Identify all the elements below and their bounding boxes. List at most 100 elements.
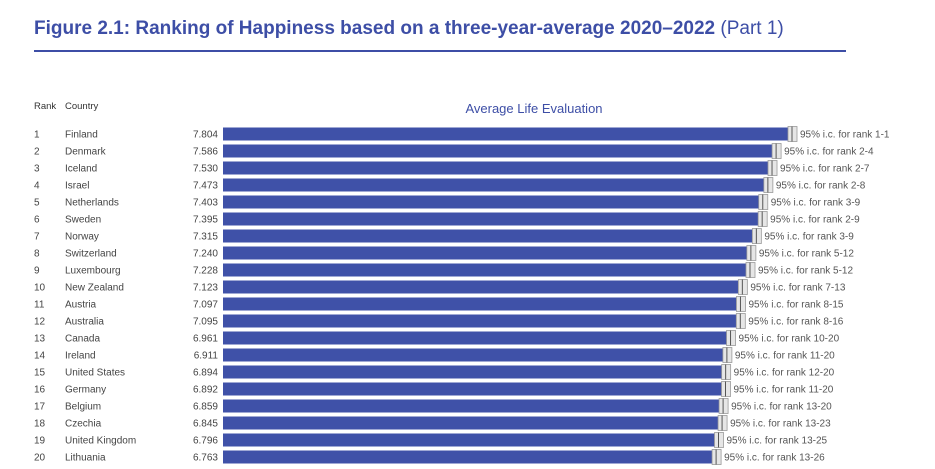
country-label: United Kingdom	[65, 436, 136, 447]
ci-label: 95% i.c. for rank 2-4	[784, 147, 874, 158]
rank-label: 4	[34, 181, 40, 192]
ci-label: 95% i.c. for rank 5-12	[759, 249, 854, 260]
value-label: 7.403	[193, 198, 218, 209]
country-label: New Zealand	[65, 283, 124, 294]
value-label: 7.095	[193, 317, 218, 328]
bar	[223, 399, 724, 413]
country-label: Germany	[65, 385, 106, 396]
value-label: 7.804	[193, 130, 218, 141]
bar	[223, 382, 726, 396]
ci-label: 95% i.c. for rank 2-8	[776, 181, 866, 192]
rank-label: 2	[34, 147, 40, 158]
bar	[223, 178, 768, 192]
ci-label: 95% i.c. for rank 12-20	[734, 368, 835, 379]
bar	[223, 263, 751, 277]
bar	[223, 416, 723, 430]
ci-label: 95% i.c. for rank 2-7	[780, 164, 870, 175]
value-label: 7.530	[193, 164, 218, 175]
ci-label: 95% i.c. for rank 13-26	[724, 453, 825, 464]
bar	[223, 212, 763, 226]
value-label: 7.240	[193, 249, 218, 260]
rank-label: 18	[34, 419, 46, 430]
rank-label: 9	[34, 266, 40, 277]
bar	[223, 433, 719, 447]
value-label: 7.473	[193, 181, 218, 192]
ci-label: 95% i.c. for rank 5-12	[758, 266, 853, 277]
rank-label: 20	[34, 453, 46, 464]
ci-label: 95% i.c. for rank 10-20	[739, 334, 840, 345]
bar	[223, 297, 741, 311]
country-label: Norway	[65, 232, 99, 243]
value-label: 6.845	[193, 419, 218, 430]
bar	[223, 144, 777, 158]
country-label: Luxembourg	[65, 266, 121, 277]
rank-label: 16	[34, 385, 46, 396]
country-label: Netherlands	[65, 198, 119, 209]
rank-label: 1	[34, 130, 40, 141]
ci-label: 95% i.c. for rank 11-20	[734, 385, 834, 396]
country-label: Ireland	[65, 351, 96, 362]
value-label: 6.892	[193, 385, 218, 396]
ci-label: 95% i.c. for rank 7-13	[750, 283, 845, 294]
country-label: Czechia	[65, 419, 102, 430]
ci-label: 95% i.c. for rank 13-20	[731, 402, 832, 413]
rank-label: 6	[34, 215, 40, 226]
rank-label: 15	[34, 368, 46, 379]
bar	[223, 331, 731, 345]
value-label: 7.315	[193, 232, 218, 243]
ci-label: 95% i.c. for rank 3-9	[764, 232, 854, 243]
ci-label: 95% i.c. for rank 13-23	[730, 419, 831, 430]
country-label: Iceland	[65, 164, 97, 175]
country-label: Sweden	[65, 215, 101, 226]
value-label: 7.228	[193, 266, 218, 277]
rank-label: 7	[34, 232, 40, 243]
ci-label: 95% i.c. for rank 2-9	[770, 215, 860, 226]
rank-label: 3	[34, 164, 40, 175]
rank-label: 14	[34, 351, 46, 362]
rank-label: 10	[34, 283, 46, 294]
bar	[223, 127, 792, 141]
bar	[223, 161, 773, 175]
rank-label: 11	[34, 300, 45, 311]
title-divider	[34, 50, 846, 52]
value-label: 6.961	[193, 334, 218, 345]
country-label: Israel	[65, 181, 89, 192]
chart-title: Average Life Evaluation	[465, 101, 603, 116]
ci-label: 95% i.c. for rank 1-1	[800, 130, 890, 141]
ci-label: 95% i.c. for rank 3-9	[771, 198, 861, 209]
ci-label: 95% i.c. for rank 11-20	[735, 351, 835, 362]
country-label: Switzerland	[65, 249, 117, 260]
bar	[223, 348, 727, 362]
country-label: Canada	[65, 334, 100, 345]
rank-column-header: Rank	[34, 101, 57, 112]
rank-label: 8	[34, 249, 40, 260]
value-label: 6.911	[194, 351, 219, 362]
country-label: United States	[65, 368, 125, 379]
figure-title-main: Figure 2.1: Ranking of Happiness based o…	[34, 18, 716, 39]
value-label: 7.123	[193, 283, 218, 294]
bar	[223, 246, 751, 260]
figure-title: Figure 2.1: Ranking of Happiness based o…	[34, 18, 784, 40]
value-label: 6.763	[193, 453, 218, 464]
value-label: 6.796	[193, 436, 218, 447]
bar	[223, 365, 726, 379]
bar	[223, 280, 743, 294]
value-label: 7.586	[193, 147, 218, 158]
rank-label: 5	[34, 198, 40, 209]
rank-label: 17	[34, 402, 46, 413]
rank-label: 19	[34, 436, 46, 447]
figure-title-part: (Part 1)	[720, 18, 784, 39]
ci-label: 95% i.c. for rank 13-25	[727, 436, 828, 447]
country-label: Finland	[65, 130, 98, 141]
country-label: Austria	[65, 300, 97, 311]
ci-label: 95% i.c. for rank 8-15	[748, 300, 843, 311]
bar	[223, 195, 763, 209]
rank-label: 12	[34, 317, 46, 328]
bar	[223, 314, 741, 328]
bar	[223, 229, 757, 243]
rank-label: 13	[34, 334, 46, 345]
value-label: 6.894	[193, 368, 218, 379]
bar	[223, 450, 717, 464]
country-column-header: Country	[65, 101, 99, 112]
